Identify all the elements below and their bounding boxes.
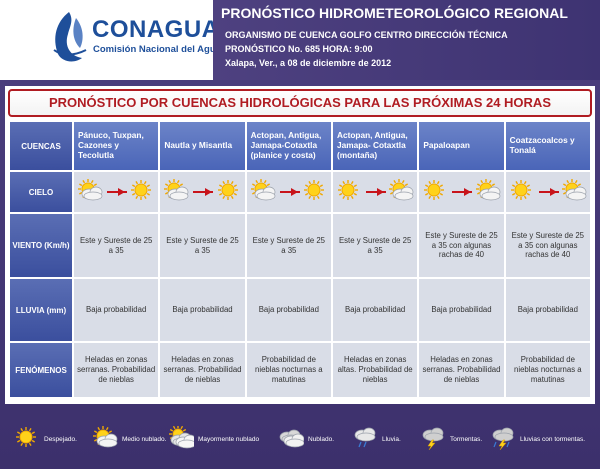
row-header-cuencas: CUENCAS — [10, 122, 72, 170]
viento-cell: Este y Sureste de 25 a 35 — [332, 214, 418, 277]
row-header-viento: VIENTO (Km/h) — [10, 214, 72, 277]
lluvia-cell: Baja probabilidad — [419, 279, 504, 341]
viento-cell: Este y Sureste de 25 a 35 con algunas ra… — [505, 214, 590, 277]
medio-nublado-icon — [250, 178, 276, 206]
basin-header: Actopan, Antigua, Jamapa- Cotaxtla (mont… — [332, 122, 418, 170]
medio-nublado-icon — [77, 178, 103, 206]
row-header-cielo: CIELO — [10, 172, 72, 212]
legend-label: Medio nublado. — [122, 435, 167, 443]
despejado-icon — [302, 179, 328, 206]
fenomenos-cell: Probabilidad de nieblas nocturnas a matu… — [505, 343, 590, 397]
sky-transition — [336, 178, 414, 206]
despejado-icon — [129, 179, 155, 206]
legend-label: Nublado. — [308, 435, 335, 443]
cielo-cell — [332, 172, 418, 212]
row-header-fenomenos: FENÓMENOS — [10, 343, 72, 397]
legend-item: Nublado. — [278, 426, 334, 452]
logo-text: CONAGUA — [92, 16, 220, 43]
row-header-lluvia: LLUVIA (mm) — [10, 279, 72, 341]
viento-cell: Este y Sureste de 25 a 35 — [246, 214, 331, 277]
conagua-logo-icon — [53, 12, 87, 62]
cielo-cell — [505, 172, 590, 212]
arrow-right-icon — [452, 187, 473, 196]
table-row: CIELO — [10, 172, 590, 212]
legend-item: Despejado. — [14, 426, 77, 452]
forecast-banner: PRONÓSTICO POR CUENCAS HIDROLÓGICAS PARA… — [8, 89, 592, 117]
page-title: PRONÓSTICO HIDROMETEOROLÓGICO REGIONAL — [221, 5, 568, 21]
basin-header: Pánuco, Tuxpan, Cazones y Tecolutla — [74, 122, 159, 170]
forecast-panel: PRONÓSTICO POR CUENCAS HIDROLÓGICAS PARA… — [5, 86, 595, 404]
despejado-icon — [509, 179, 535, 206]
lluvia-cell: Baja probabilidad — [505, 279, 590, 341]
weather-legend: Despejado. Medio nublado. Mayormente nub… — [0, 412, 600, 462]
lluvia-icon — [352, 426, 378, 452]
viento-cell: Este y Sureste de 25 a 35 — [74, 214, 159, 277]
despejado-icon — [216, 179, 242, 206]
cielo-cell — [160, 172, 245, 212]
organism-line: ORGANISMO DE CUENCA GOLFO CENTRO DIRECCI… — [225, 30, 508, 40]
legend-item: Medio nublado. — [92, 426, 166, 452]
arrow-right-icon — [365, 187, 387, 196]
arrow-right-icon — [107, 187, 128, 196]
fenomenos-cell: Heladas en zonas serranas. Probabilidad … — [160, 343, 245, 397]
arrow-right-icon — [279, 187, 301, 196]
sky-transition — [250, 178, 328, 206]
despejado-icon — [336, 179, 362, 206]
main-frame: PRONÓSTICO POR CUENCAS HIDROLÓGICAS PARA… — [0, 80, 600, 469]
cielo-cell — [74, 172, 159, 212]
viento-cell: Este y Sureste de 25 a 35 con algunas ra… — [419, 214, 504, 277]
despejado-icon — [14, 426, 40, 452]
cielo-cell — [419, 172, 504, 212]
mayormente-nublado-icon — [168, 425, 197, 452]
legend-item: Mayormente nublado — [168, 425, 260, 452]
medio-nublado-icon — [388, 178, 414, 206]
arrow-right-icon — [538, 187, 560, 196]
fenomenos-cell: Heladas en zonas serranas. Probabilidad … — [74, 343, 159, 397]
cielo-cell — [246, 172, 331, 212]
table-row: FENÓMENOS Heladas en zonas serranas. Pro… — [10, 343, 590, 397]
sky-transition — [163, 178, 242, 206]
lluvias-con-tormentas-icon — [490, 426, 516, 452]
legend-label: Tormentas. — [450, 435, 483, 443]
sky-transition — [77, 178, 155, 206]
legend-item: Lluvia. — [352, 426, 401, 452]
fenomenos-cell: Probabilidad de nieblas nocturnas a matu… — [246, 343, 331, 397]
lluvia-cell: Baja probabilidad — [332, 279, 418, 341]
viento-cell: Este y Sureste de 25 a 35 — [160, 214, 245, 277]
table-row: LLUVIA (mm) Baja probabilidad Baja proba… — [10, 279, 590, 341]
logo-subtitle: Comisión Nacional del Agua — [93, 44, 221, 55]
basin-header: Papaloapan — [419, 122, 504, 170]
arrow-right-icon — [193, 187, 214, 196]
medio-nublado-icon — [475, 178, 501, 206]
medio-nublado-icon — [561, 178, 587, 206]
legend-label: Despejado. — [44, 435, 77, 443]
forecast-number: PRONÓSTICO No. 685 HORA: 9:00 — [225, 44, 373, 54]
forecast-table: CUENCAS Pánuco, Tuxpan, Cazones y Tecolu… — [8, 120, 592, 399]
fenomenos-cell: Heladas en zonas altas. Probabilidad de … — [332, 343, 418, 397]
medio-nublado-icon — [92, 426, 118, 452]
legend-label: Mayormente nublado — [198, 435, 260, 443]
despejado-icon — [422, 179, 448, 206]
legend-item: Tormentas. — [420, 426, 482, 452]
header: CONAGUA Comisión Nacional del Agua PRONÓ… — [0, 0, 600, 80]
lluvia-cell: Baja probabilidad — [246, 279, 331, 341]
basin-header: Actopan, Antigua, Jamapa-Cotaxtla (plani… — [246, 122, 331, 170]
legend-item: Lluvias con tormentas. — [490, 426, 585, 452]
lluvia-cell: Baja probabilidad — [160, 279, 245, 341]
fenomenos-cell: Heladas en zonas serranas. Probabilidad … — [419, 343, 504, 397]
table-row: VIENTO (Km/h) Este y Sureste de 25 a 35 … — [10, 214, 590, 277]
medio-nublado-icon — [163, 178, 189, 206]
legend-label: Lluvias con tormentas. — [520, 435, 586, 443]
basin-header: Nautla y Misantla — [160, 122, 245, 170]
date-place: Xalapa, Ver., a 08 de diciembre de 2012 — [225, 58, 392, 68]
sky-transition — [509, 178, 587, 206]
nublado-icon — [278, 426, 305, 452]
lluvia-cell: Baja probabilidad — [74, 279, 159, 341]
table-row: CUENCAS Pánuco, Tuxpan, Cazones y Tecolu… — [10, 122, 590, 170]
title-band: PRONÓSTICO HIDROMETEOROLÓGICO REGIONAL O… — [213, 0, 600, 80]
sky-transition — [422, 178, 501, 206]
legend-label: Lluvia. — [382, 435, 401, 443]
tormentas-icon — [420, 426, 446, 452]
basin-header: Coatzacoalcos y Tonalá — [505, 122, 590, 170]
